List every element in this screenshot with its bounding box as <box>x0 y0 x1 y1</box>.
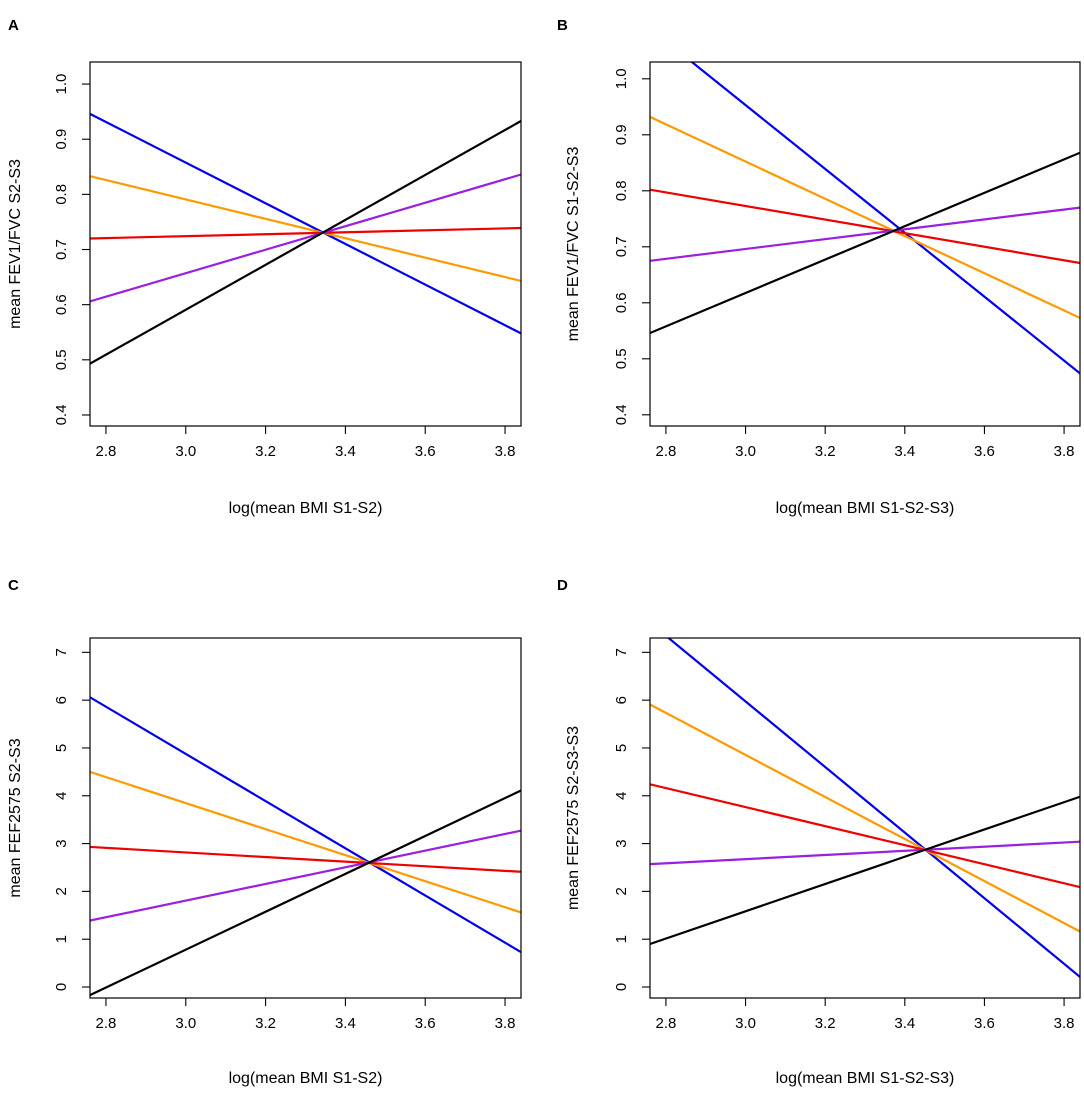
series-line-a-4 <box>90 173 521 303</box>
x-tick-label-b-3.4: 3.4 <box>894 443 915 460</box>
series-line-b-2 <box>650 115 1080 319</box>
y-tick-label-a-0.7: 0.7 <box>53 239 70 260</box>
series-line-d-1 <box>666 638 1080 978</box>
y-tick-label-b-0.6: 0.6 <box>613 292 630 313</box>
plot-frame-b <box>649 61 1081 427</box>
x-tick-label-a-3.2: 3.2 <box>255 443 276 460</box>
panel-a: A 2.8 3.0 3.2 3.4 3.6 3.8 0.4 0.5 0.6 0.7 0.8 0.9 1.0… <box>7 17 522 517</box>
y-tick-label-d-7: 7 <box>613 648 630 656</box>
panel-letter-c: C <box>8 577 19 594</box>
y-tick-label-c-1: 1 <box>53 935 70 943</box>
series-line-a-5 <box>90 120 521 365</box>
panel-d: D 2.8 3.0 3.2 3.4 3.6 3.8 0 1 2 3 4 5 6 7 log(mean BMI … <box>557 577 1081 1087</box>
y-tick-label-b-0.9: 0.9 <box>613 124 630 145</box>
y-tick-label-c-2: 2 <box>53 887 70 895</box>
x-tick-label-c-2.8: 2.8 <box>96 1015 117 1032</box>
x-tick-label-a-3.6: 3.6 <box>415 443 436 460</box>
plot-frame-d <box>649 637 1081 999</box>
x-tick-label-b-2.8: 2.8 <box>655 443 676 460</box>
x-tick-label-c-3.6: 3.6 <box>415 1015 436 1032</box>
y-axis-label-c: mean FEF2575 S2-S3 <box>7 738 24 897</box>
y-tick-label-c-3: 3 <box>53 839 70 847</box>
y-axis-label-b: mean FEV1/FVC S1-S2-S3 <box>565 147 582 342</box>
x-tick-label-c-3.8: 3.8 <box>495 1015 516 1032</box>
y-tick-label-d-0: 0 <box>613 983 630 991</box>
series-line-b-1 <box>690 62 1080 375</box>
x-tick-label-d-3.4: 3.4 <box>894 1015 915 1032</box>
y-tick-label-c-6: 6 <box>53 696 70 704</box>
x-tick-label-a-3.8: 3.8 <box>495 443 516 460</box>
x-tick-label-b-3.6: 3.6 <box>974 443 995 460</box>
series-group-b <box>650 62 1080 375</box>
panel-letter-b: B <box>557 17 568 34</box>
series-line-a-3 <box>90 226 521 240</box>
x-tick-label-b-3.0: 3.0 <box>735 443 756 460</box>
panel-letter-d: D <box>557 577 568 594</box>
y-tick-label-b-0.7: 0.7 <box>613 236 630 257</box>
x-axis-label-b: log(mean BMI S1-S2-S3) <box>776 500 955 517</box>
x-tick-label-c-3.4: 3.4 <box>335 1015 356 1032</box>
x-tick-label-c-3.2: 3.2 <box>255 1015 276 1032</box>
y-tick-label-b-0.4: 0.4 <box>613 404 630 425</box>
x-tick-label-d-2.8: 2.8 <box>655 1015 676 1032</box>
series-line-c-4 <box>90 829 521 922</box>
x-tick-label-d-3.2: 3.2 <box>815 1015 836 1032</box>
x-tick-label-a-3.4: 3.4 <box>335 443 356 460</box>
y-tick-label-d-1: 1 <box>613 935 630 943</box>
series-line-b-5 <box>650 151 1080 335</box>
y-tick-label-b-1.0: 1.0 <box>613 68 630 89</box>
panel-c: C 2.8 3.0 3.2 3.4 3.6 3.8 0 1 2 3 4 5 6 7 log(mean BMI … <box>7 577 522 1087</box>
x-tick-label-c-3.0: 3.0 <box>175 1015 196 1032</box>
y-tick-label-b-0.5: 0.5 <box>613 348 630 369</box>
series-group-d <box>650 638 1080 978</box>
x-tick-label-b-3.2: 3.2 <box>815 443 836 460</box>
y-tick-label-d-3: 3 <box>613 839 630 847</box>
y-tick-label-d-6: 6 <box>613 696 630 704</box>
x-axis-label-a: log(mean BMI S1-S2) <box>229 500 383 517</box>
y-tick-label-c-0: 0 <box>53 983 70 991</box>
panel-b: B 2.8 3.0 3.2 3.4 3.6 3.8 0.4 0.5 0.6 0.7 0.8 0.9 1.0… <box>557 17 1081 517</box>
y-tick-label-b-0.8: 0.8 <box>613 180 630 201</box>
y-tick-label-a-1.0: 1.0 <box>53 74 70 95</box>
y-tick-label-d-4: 4 <box>613 792 630 800</box>
y-tick-label-c-7: 7 <box>53 648 70 656</box>
panel-letter-a: A <box>8 17 19 34</box>
series-group-c <box>90 696 521 997</box>
plot-frame-a <box>89 61 522 427</box>
x-tick-label-a-2.8: 2.8 <box>96 443 117 460</box>
y-tick-label-a-0.8: 0.8 <box>53 184 70 205</box>
y-tick-label-c-5: 5 <box>53 744 70 752</box>
x-tick-label-a-3.0: 3.0 <box>175 443 196 460</box>
series-line-d-2 <box>650 703 1080 933</box>
series-line-d-3 <box>650 783 1080 889</box>
series-line-c-2 <box>90 770 521 914</box>
series-line-c-5 <box>90 789 521 997</box>
y-tick-label-a-0.9: 0.9 <box>53 129 70 150</box>
y-tick-label-a-0.4: 0.4 <box>53 405 70 426</box>
x-tick-label-b-3.8: 3.8 <box>1054 443 1075 460</box>
series-line-b-4 <box>650 206 1080 262</box>
series-line-b-3 <box>650 188 1080 265</box>
series-line-a-1 <box>90 112 521 335</box>
series-line-d-5 <box>650 795 1080 946</box>
y-axis-label-a: mean FEV1/FVC S2-S3 <box>7 159 24 329</box>
x-tick-label-d-3.6: 3.6 <box>974 1015 995 1032</box>
y-tick-label-d-5: 5 <box>613 744 630 752</box>
series-line-c-1 <box>90 696 521 954</box>
x-tick-label-d-3.0: 3.0 <box>735 1015 756 1032</box>
x-axis-label-c: log(mean BMI S1-S2) <box>229 1070 383 1087</box>
y-tick-label-c-4: 4 <box>53 792 70 800</box>
y-tick-label-a-0.6: 0.6 <box>53 294 70 315</box>
y-tick-label-a-0.5: 0.5 <box>53 349 70 370</box>
x-axis-label-d: log(mean BMI S1-S2-S3) <box>776 1070 955 1087</box>
y-tick-label-d-2: 2 <box>613 887 630 895</box>
series-line-a-2 <box>90 175 521 283</box>
plot-frame-c <box>89 637 522 999</box>
series-group-a <box>90 112 521 365</box>
series-line-d-4 <box>650 840 1080 866</box>
x-tick-label-d-3.8: 3.8 <box>1054 1015 1075 1032</box>
series-line-c-3 <box>90 845 521 873</box>
y-axis-label-d: mean FEF2575 S2-S3-S3 <box>565 726 582 910</box>
